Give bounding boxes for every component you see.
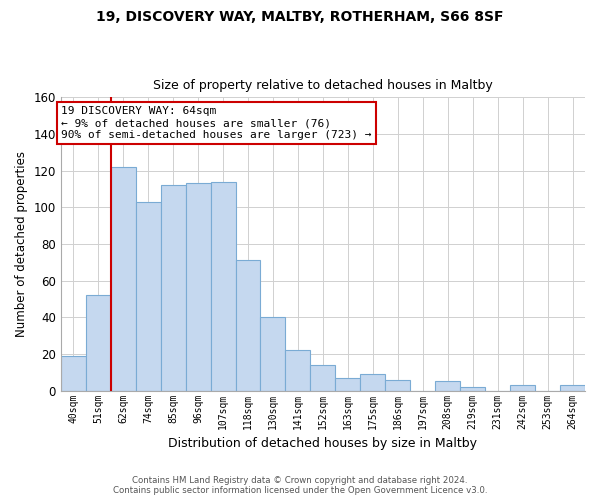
Bar xyxy=(310,365,335,390)
Bar xyxy=(560,385,585,390)
Bar xyxy=(236,260,260,390)
Text: 19 DISCOVERY WAY: 64sqm
← 9% of detached houses are smaller (76)
90% of semi-det: 19 DISCOVERY WAY: 64sqm ← 9% of detached… xyxy=(61,106,372,140)
Bar xyxy=(435,382,460,390)
Bar xyxy=(185,184,211,390)
Bar xyxy=(161,186,185,390)
Bar xyxy=(86,296,111,390)
Bar xyxy=(510,385,535,390)
Bar xyxy=(385,380,410,390)
X-axis label: Distribution of detached houses by size in Maltby: Distribution of detached houses by size … xyxy=(169,437,478,450)
Bar xyxy=(260,318,286,390)
Bar xyxy=(460,387,485,390)
Bar xyxy=(111,167,136,390)
Text: 19, DISCOVERY WAY, MALTBY, ROTHERHAM, S66 8SF: 19, DISCOVERY WAY, MALTBY, ROTHERHAM, S6… xyxy=(96,10,504,24)
Bar xyxy=(335,378,361,390)
Y-axis label: Number of detached properties: Number of detached properties xyxy=(15,151,28,337)
Bar xyxy=(211,182,236,390)
Bar xyxy=(361,374,385,390)
Bar xyxy=(61,356,86,390)
Text: Contains HM Land Registry data © Crown copyright and database right 2024.
Contai: Contains HM Land Registry data © Crown c… xyxy=(113,476,487,495)
Bar xyxy=(136,202,161,390)
Title: Size of property relative to detached houses in Maltby: Size of property relative to detached ho… xyxy=(153,79,493,92)
Bar xyxy=(286,350,310,391)
